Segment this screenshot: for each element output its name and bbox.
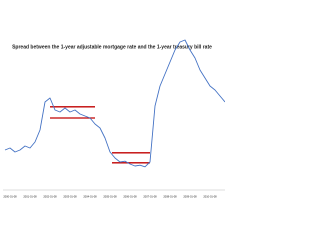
x-tick-label: 2009-01-08 [183,195,197,199]
x-tick-label: 2004-01-08 [83,195,97,199]
x-tick-label: 2001-01-08 [23,195,37,199]
x-tick-label: 2007-01-08 [143,195,157,199]
x-tick-label: 2003-01-08 [63,195,77,199]
x-tick-label: 2005-01-08 [103,195,117,199]
x-tick-label: 2000-01-08 [3,195,17,199]
chart: Spread between the 1-year adjustable mor… [3,39,225,199]
x-tick-label: 2008-01-08 [163,195,177,199]
x-tick-label: 2002-01-08 [43,195,57,199]
chart-title: Spread between the 1-year adjustable mor… [12,44,212,50]
x-tick-label: 2006-01-08 [123,195,137,199]
data-line [4,39,225,168]
x-tick-label: 2010-01-08 [203,195,217,199]
